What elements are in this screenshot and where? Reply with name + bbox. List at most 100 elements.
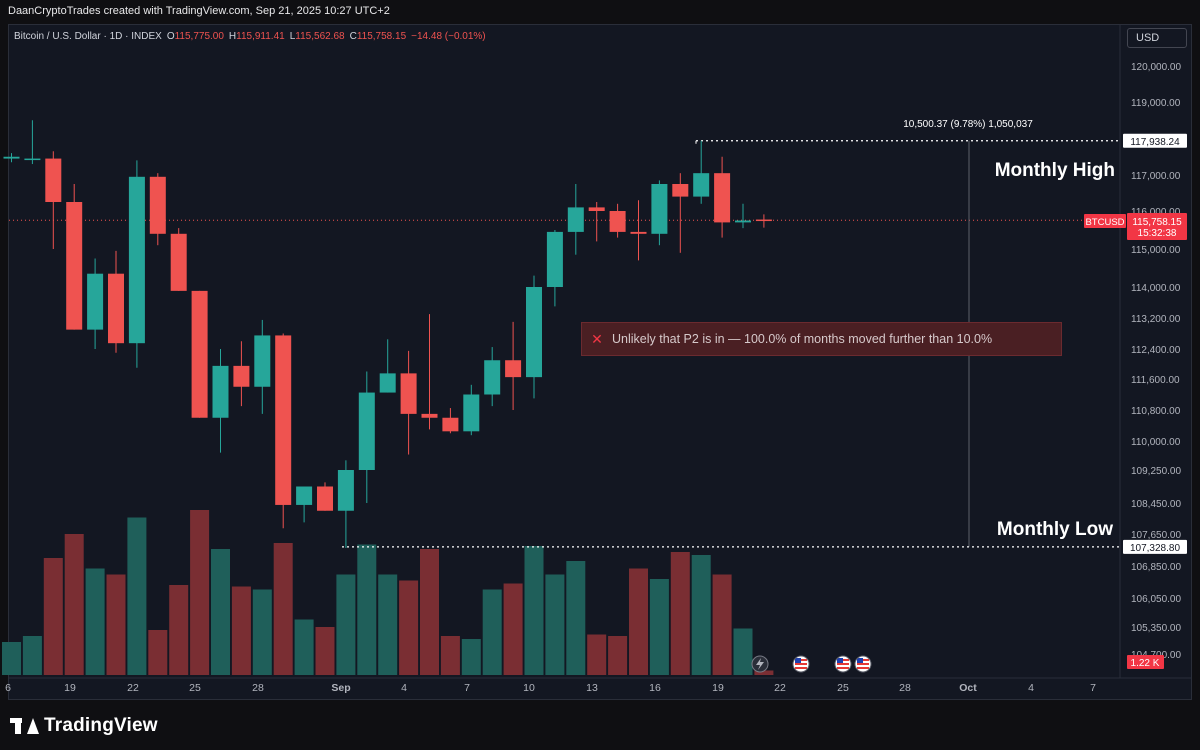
volume-bar — [315, 627, 335, 675]
candle-body — [379, 373, 396, 393]
volume-bar — [503, 583, 523, 675]
credit-text: DaanCryptoTrades created with TradingVie… — [8, 5, 390, 17]
candle-body — [442, 417, 459, 432]
volume-tag-text: 1.22 K — [1131, 658, 1160, 669]
price-tick-label: 116,000.00 — [1131, 207, 1181, 218]
us-flag-icon[interactable] — [854, 655, 872, 673]
us-flag-icon[interactable] — [834, 655, 852, 673]
candle-body — [296, 486, 313, 505]
price-tick-label: 115,000.00 — [1131, 245, 1181, 256]
volume-bar — [190, 510, 210, 675]
legend-c-label: C — [350, 31, 357, 42]
volume-bar — [587, 634, 607, 675]
us-flag-icon[interactable] — [792, 655, 810, 673]
time-tick-label: 7 — [464, 682, 470, 694]
time-tick-label: 28 — [899, 682, 911, 694]
candle-body — [693, 173, 710, 197]
ohlc-legend: Bitcoin / U.S. Dollar · 1D · INDEX O115,7… — [14, 31, 486, 42]
candle-body — [588, 207, 605, 211]
price-tick-label: 110,000.00 — [1131, 437, 1181, 448]
candle-body — [66, 202, 83, 330]
candle-body — [567, 207, 584, 232]
legend-l-label: L — [290, 31, 296, 42]
legend-high: 115,911.41 — [236, 31, 285, 42]
currency-button[interactable]: USD — [1127, 28, 1187, 48]
volume-bar — [357, 544, 377, 675]
monthly-low-label: Monthly Low — [997, 519, 1113, 540]
countdown-text: 15:32:38 — [1138, 228, 1177, 239]
candle-body — [358, 392, 375, 470]
volume-bar — [294, 619, 314, 675]
low-price-tag-text: 107,328.80 — [1130, 543, 1180, 554]
tradingview-logo-text: TradingView — [44, 715, 158, 736]
time-tick-label: 22 — [774, 682, 786, 694]
time-tick-label: 22 — [127, 682, 139, 694]
bottom-bar — [0, 700, 1200, 750]
lightning-icon[interactable] — [751, 655, 769, 673]
time-tick-label: 19 — [712, 682, 724, 694]
volume-bar — [2, 642, 21, 675]
candle-body — [170, 233, 187, 291]
price-tick-label: 106,850.00 — [1131, 562, 1181, 573]
candle-body — [651, 184, 668, 234]
volume-bar — [608, 636, 628, 675]
volume-bar — [106, 574, 126, 675]
volume-bar — [670, 552, 690, 675]
high-price-tag-text: 117,938.24 — [1130, 137, 1180, 148]
candle-body — [87, 273, 104, 330]
time-tick-label: 4 — [1028, 682, 1034, 694]
symbol-tag-text: BTCUSD — [1085, 217, 1124, 228]
candle-body — [735, 220, 751, 223]
time-tick-label: Sep — [331, 682, 350, 694]
volume-bar — [148, 630, 168, 675]
candle-body — [672, 184, 689, 197]
candle-body — [463, 394, 480, 432]
candle-body — [421, 413, 438, 418]
volume-bar — [211, 549, 230, 675]
volume-bar — [629, 568, 648, 675]
time-tick-label: 25 — [189, 682, 201, 694]
price-tick-label: 107,650.00 — [1131, 530, 1181, 541]
volume-bar — [545, 574, 565, 675]
volume-bar — [378, 574, 398, 675]
svg-text:Bitcoin / U.S. Dollar · 1D · I: Bitcoin / U.S. Dollar · 1D · INDEX O115,7… — [14, 31, 486, 42]
tradingview-logo[interactable]: TradingView — [10, 715, 158, 737]
candle-body — [337, 470, 354, 511]
price-tick-label: 106,050.00 — [1131, 594, 1181, 605]
price-tick-label: 108,450.00 — [1131, 499, 1181, 510]
candle-body — [484, 360, 501, 395]
candle-body — [149, 176, 166, 234]
volume-bar — [127, 517, 147, 675]
price-tick-label: 111,600.00 — [1131, 375, 1180, 386]
volume-bar — [482, 589, 502, 675]
volume-bar — [231, 586, 251, 675]
legend-open: 115,775.00 — [175, 31, 225, 42]
price-tick-label: 110,800.00 — [1131, 406, 1181, 417]
volume-bar — [85, 568, 105, 675]
volume-bar — [461, 639, 481, 675]
time-tick-label: 25 — [837, 682, 849, 694]
event-markers[interactable] — [751, 655, 872, 673]
last-price-tag — [1127, 213, 1187, 240]
time-tick-label: Oct — [959, 682, 977, 694]
alert-message: Unlikely that P2 is in — 100.0% of month… — [612, 332, 993, 346]
volume-bar — [691, 555, 711, 675]
price-tick-label: 112,400.00 — [1131, 345, 1181, 356]
volume-bar — [420, 549, 439, 675]
price-tick-label: 119,000.00 — [1131, 98, 1181, 109]
candle-body — [3, 156, 20, 159]
price-tick-label: 114,000.00 — [1131, 283, 1181, 294]
volume-bar — [712, 574, 732, 675]
candle-body — [546, 231, 563, 287]
price-tick-label: 113,200.00 — [1131, 314, 1181, 325]
low-price-tag — [1123, 539, 1187, 554]
volume-bar — [252, 589, 272, 675]
volume-bar — [754, 670, 774, 675]
volume-bar — [399, 580, 419, 675]
last-price-text: 115,758.15 — [1132, 217, 1182, 228]
volume-bar — [649, 579, 669, 675]
time-tick-label: 7 — [1090, 682, 1096, 694]
legend-symbol: Bitcoin / U.S. Dollar · 1D · INDEX — [14, 31, 162, 42]
candle-body — [609, 211, 626, 232]
